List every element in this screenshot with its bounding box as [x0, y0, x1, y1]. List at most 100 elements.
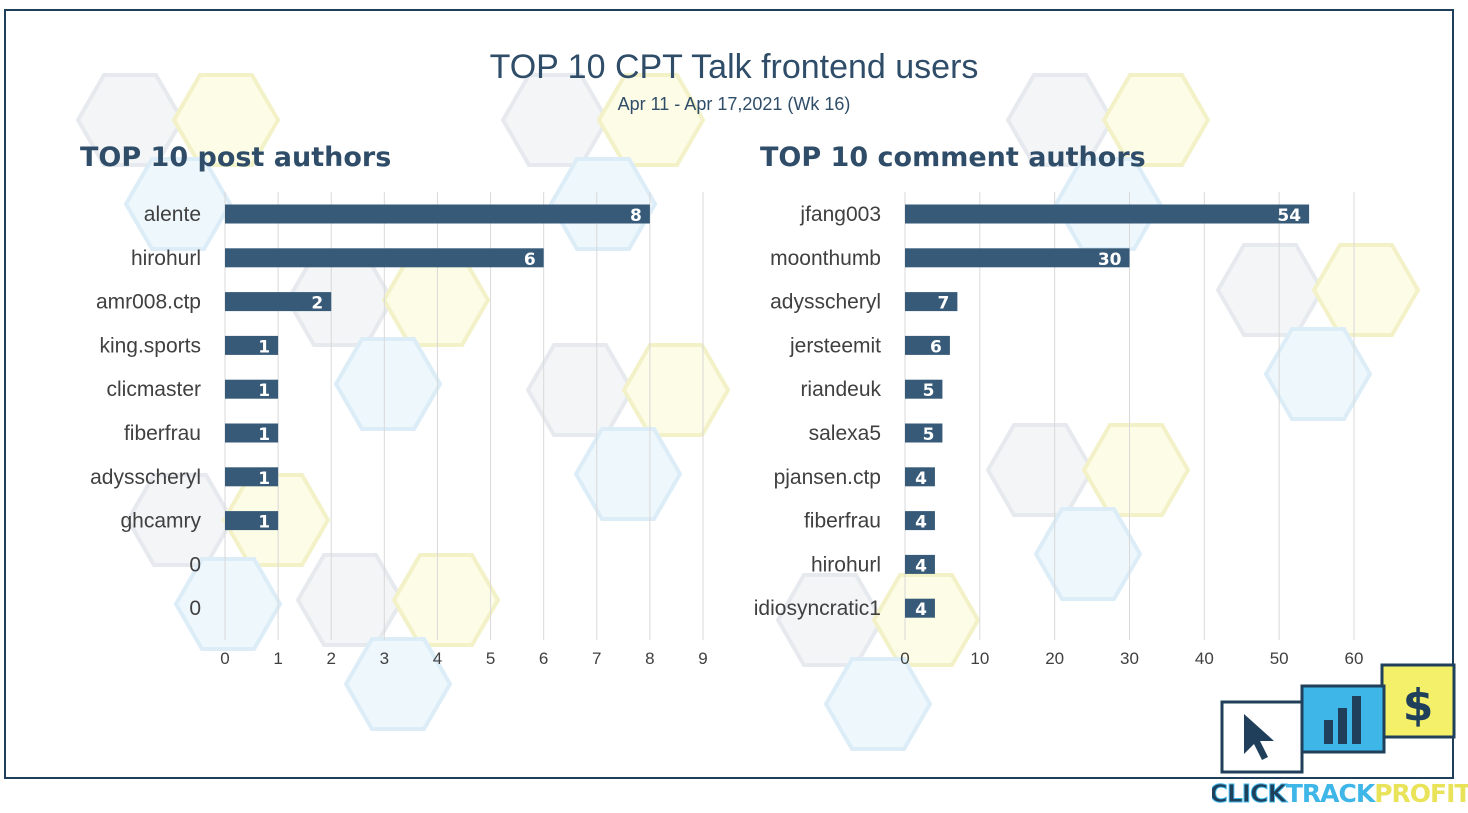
comment-authors-chart-title: TOP 10 comment authors [760, 142, 1146, 173]
bg-hexagon [1053, 157, 1163, 251]
bg-hexagon [1311, 243, 1421, 337]
category-label: pjansen.ctp [774, 466, 881, 489]
bar [905, 248, 1130, 268]
x-tick-label: 30 [1120, 649, 1139, 668]
x-tick-label: 9 [698, 649, 707, 668]
bg-hexagon [548, 157, 658, 251]
category-label: jersteemit [789, 334, 881, 357]
data-label: 5 [923, 381, 935, 401]
bar [905, 554, 935, 574]
data-label: 1 [258, 425, 270, 445]
category-label: moonthumb [770, 247, 881, 270]
bar [225, 467, 279, 487]
logo-text-click: CLICK [1212, 779, 1288, 808]
data-label: 1 [258, 337, 270, 357]
data-label: 4 [915, 513, 927, 533]
data-label: 4 [915, 469, 927, 489]
data-label: 6 [930, 337, 942, 357]
x-tick-label: 7 [592, 649, 601, 668]
category-label: jfang003 [799, 203, 881, 226]
bg-hexagon [1033, 507, 1143, 601]
logo-text-track: TRACK [1286, 779, 1377, 808]
bg-hexagon [1263, 327, 1373, 421]
category-label: ghcamry [120, 510, 201, 533]
bar [225, 248, 544, 268]
bg-hexagon [573, 427, 683, 521]
data-label: 30 [1098, 250, 1122, 270]
data-label: 1 [258, 469, 270, 489]
bg-hexagon [871, 573, 981, 667]
data-label: 1 [258, 513, 270, 533]
data-label: 4 [915, 600, 927, 620]
category-label: idiosyncratic1 [754, 597, 881, 620]
category-label: hirohurl [131, 247, 201, 270]
bg-hexagon [823, 657, 933, 751]
x-tick-label: 5 [486, 649, 495, 668]
bar [225, 292, 332, 312]
bg-hexagon [1081, 423, 1191, 517]
category-label: fiberfrau [124, 422, 201, 445]
category-label: alente [144, 203, 201, 226]
x-tick-label: 40 [1195, 649, 1214, 668]
bg-hexagon [391, 553, 501, 647]
x-tick-label: 60 [1345, 649, 1364, 668]
x-tick-label: 1 [273, 649, 282, 668]
bg-hexagon [343, 637, 453, 731]
category-label: amr008.ctp [96, 291, 201, 314]
x-tick-label: 20 [1045, 649, 1064, 668]
data-label: 2 [311, 294, 323, 314]
data-label: 4 [915, 556, 927, 576]
x-tick-label: 2 [326, 649, 335, 668]
logo-text-profit: PROFIT [1374, 779, 1468, 808]
bar [905, 598, 935, 618]
x-tick-label: 6 [539, 649, 548, 668]
bg-hexagon [1101, 73, 1211, 167]
x-tick-label: 3 [380, 649, 389, 668]
data-label: 54 [1277, 206, 1301, 226]
data-label: 5 [923, 425, 935, 445]
bg-hexagon [333, 337, 443, 431]
bar [905, 423, 943, 443]
x-tick-label: 4 [433, 649, 442, 668]
clicktrackprofit-logo: $ CLICKTRACKPROFIT [1212, 663, 1468, 809]
data-label: 7 [938, 294, 950, 314]
bar [905, 511, 935, 531]
data-label: 8 [630, 206, 642, 226]
bar [225, 379, 279, 399]
category-label: adysscheryl [90, 466, 201, 489]
bar [905, 204, 1310, 224]
page-title: TOP 10 CPT Talk frontend users [489, 48, 979, 86]
x-tick-label: 0 [900, 649, 909, 668]
category-label: 0 [189, 553, 201, 576]
bar [225, 204, 650, 224]
category-label: clicmaster [106, 378, 201, 401]
category-label: salexa5 [809, 422, 881, 445]
page-subtitle: Apr 11 - Apr 17,2021 (Wk 16) [617, 94, 851, 114]
x-tick-label: 10 [970, 649, 989, 668]
bg-hexagon [123, 157, 233, 251]
category-label: 0 [189, 597, 201, 620]
svg-text:CLICKTRACKPROFIT: CLICKTRACKPROFIT [1212, 779, 1468, 808]
bar [225, 335, 279, 355]
bg-hexagon [596, 73, 706, 167]
post-authors-chart-title: TOP 10 post authors [80, 142, 392, 173]
bar [905, 379, 943, 399]
x-tick-label: 50 [1270, 649, 1289, 668]
bar [225, 423, 279, 443]
x-tick-label: 8 [645, 649, 654, 668]
category-label: king.sports [99, 334, 201, 357]
bar [905, 335, 950, 355]
svg-text:$: $ [1403, 680, 1434, 731]
bar [905, 292, 958, 312]
bg-hexagon [171, 73, 281, 167]
bar [225, 511, 279, 531]
x-tick-label: 0 [220, 649, 229, 668]
bg-hexagon [173, 557, 283, 651]
bar [905, 467, 935, 487]
category-label: adysscheryl [770, 291, 881, 314]
data-label: 1 [258, 381, 270, 401]
category-label: fiberfrau [804, 510, 881, 533]
